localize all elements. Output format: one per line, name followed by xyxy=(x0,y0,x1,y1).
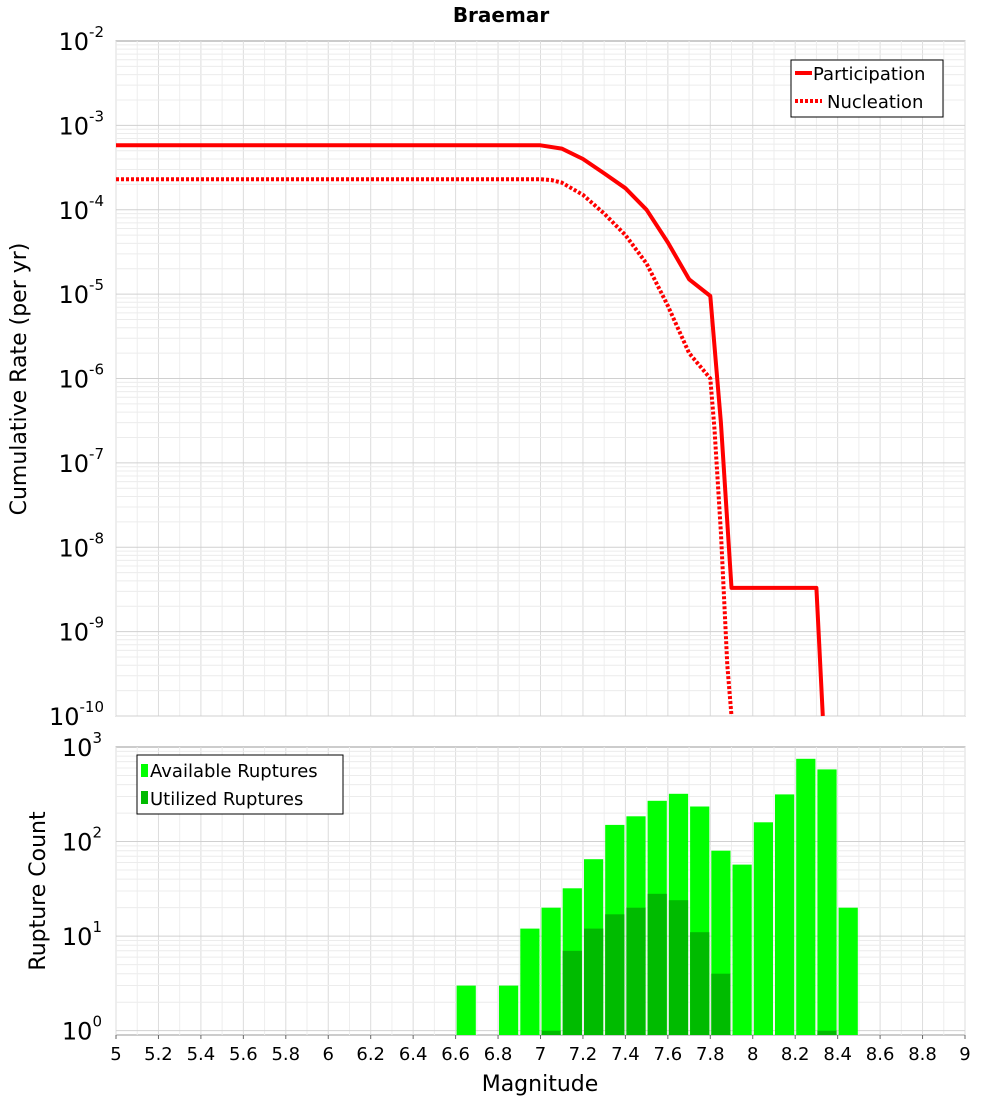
y-tick-label: 10-5 xyxy=(58,276,104,309)
x-tick-label: 6.6 xyxy=(441,1044,470,1065)
y-tick-label: 10-3 xyxy=(58,107,104,140)
y-tick-label: 10-6 xyxy=(58,361,104,394)
x-tick-label: 7.8 xyxy=(696,1044,725,1065)
bar-available xyxy=(817,769,837,1035)
x-tick-label: 9 xyxy=(959,1044,970,1065)
x-tick-label: 7.4 xyxy=(611,1044,640,1065)
x-tick-label: 8.6 xyxy=(866,1044,895,1065)
rate-panel: 10-2 10-3 10-4 10-5 10-6 10-7 10-8 10-9 10-10 xyxy=(49,23,966,731)
x-tick-label: 7.2 xyxy=(569,1044,598,1065)
chart-title: Braemar xyxy=(453,3,550,27)
x-tick-label: 5.6 xyxy=(229,1044,258,1065)
legend-utilized-label: Utilized Ruptures xyxy=(150,789,303,810)
x-tick-label: 8.2 xyxy=(781,1044,810,1065)
x-tick-label: 6.2 xyxy=(356,1044,385,1065)
rate-legend: Participation Nucleation xyxy=(790,59,944,118)
rate-y-axis-title: Cumulative Rate (per yr) xyxy=(7,243,32,516)
bar-available xyxy=(775,794,795,1035)
bar-available xyxy=(753,822,773,1035)
legend-participation-label: Participation xyxy=(813,64,925,85)
count-y-axis-title: Rupture Count xyxy=(26,811,51,971)
y-tick-label: 100 xyxy=(62,1013,102,1046)
y-tick-label: 10-9 xyxy=(58,614,104,647)
x-tick-label: 7.6 xyxy=(654,1044,683,1065)
bar-available xyxy=(838,907,858,1035)
legend-available-swatch xyxy=(141,764,148,777)
bar-utilized xyxy=(690,932,710,1035)
series-line-nucleation xyxy=(116,177,734,717)
legend-nucleation-label: Nucleation xyxy=(827,92,923,113)
bar-utilized xyxy=(541,1030,561,1035)
bar-utilized xyxy=(647,893,667,1035)
bar-utilized xyxy=(626,907,646,1035)
y-tick-label: 101 xyxy=(62,918,102,951)
x-tick-label: 8.4 xyxy=(823,1044,852,1065)
bar-available xyxy=(796,758,816,1035)
count-bars xyxy=(456,758,858,1035)
bar-available xyxy=(732,864,752,1035)
x-tick-label: 8 xyxy=(747,1044,758,1065)
count-legend: Available Ruptures Utilized Ruptures xyxy=(136,754,344,815)
bar-utilized xyxy=(668,900,689,1035)
y-tick-label: 10-10 xyxy=(49,698,104,731)
y-tick-label: 102 xyxy=(62,824,102,857)
y-tick-label: 10-7 xyxy=(58,445,104,478)
bar-utilized xyxy=(584,928,604,1035)
rate-legend-box xyxy=(790,59,944,118)
x-tick-label: 7 xyxy=(535,1044,546,1065)
y-tick-label: 10-2 xyxy=(58,23,104,56)
bar-available xyxy=(541,907,561,1035)
x-tick-label: 5.8 xyxy=(271,1044,300,1065)
legend-utilized-swatch xyxy=(141,791,148,804)
bar-utilized xyxy=(711,973,731,1035)
series-line-participation xyxy=(116,143,825,717)
rate-grid xyxy=(115,41,966,717)
y-tick-label: 103 xyxy=(62,729,102,762)
rate-lines xyxy=(116,143,825,717)
x-tick-label: 5 xyxy=(110,1044,121,1065)
legend-available-label: Available Ruptures xyxy=(150,761,318,782)
rate-y-ticks: 10-2 10-3 10-4 10-5 10-6 10-7 10-8 10-9 10-10 xyxy=(49,23,104,731)
x-tick-label: 8.8 xyxy=(908,1044,937,1065)
count-y-ticks: 103 102 101 100 xyxy=(62,729,102,1046)
bar-utilized xyxy=(605,914,625,1035)
x-tick-label: 6.4 xyxy=(399,1044,428,1065)
bar-available xyxy=(499,985,519,1035)
x-tick-label: 6.8 xyxy=(484,1044,513,1065)
bar-available xyxy=(520,928,540,1035)
y-tick-label: 10-4 xyxy=(58,192,104,225)
bar-utilized xyxy=(562,950,582,1035)
bar-available xyxy=(456,985,476,1035)
x-axis-title: Magnitude xyxy=(482,1072,599,1097)
x-tick-label: 5.2 xyxy=(144,1044,173,1065)
x-tick-label: 5.4 xyxy=(187,1044,216,1065)
bar-utilized xyxy=(817,1030,837,1035)
count-legend-box xyxy=(136,754,344,815)
y-tick-label: 10-8 xyxy=(58,529,104,562)
count-x-ticks: 5 5.2 5.4 5.6 5.8 6 6.2 6.4 6.6 6.8 7 7.2 7.4 7.6 7.8 8… xyxy=(110,1035,971,1065)
x-tick-label: 6 xyxy=(323,1044,334,1065)
